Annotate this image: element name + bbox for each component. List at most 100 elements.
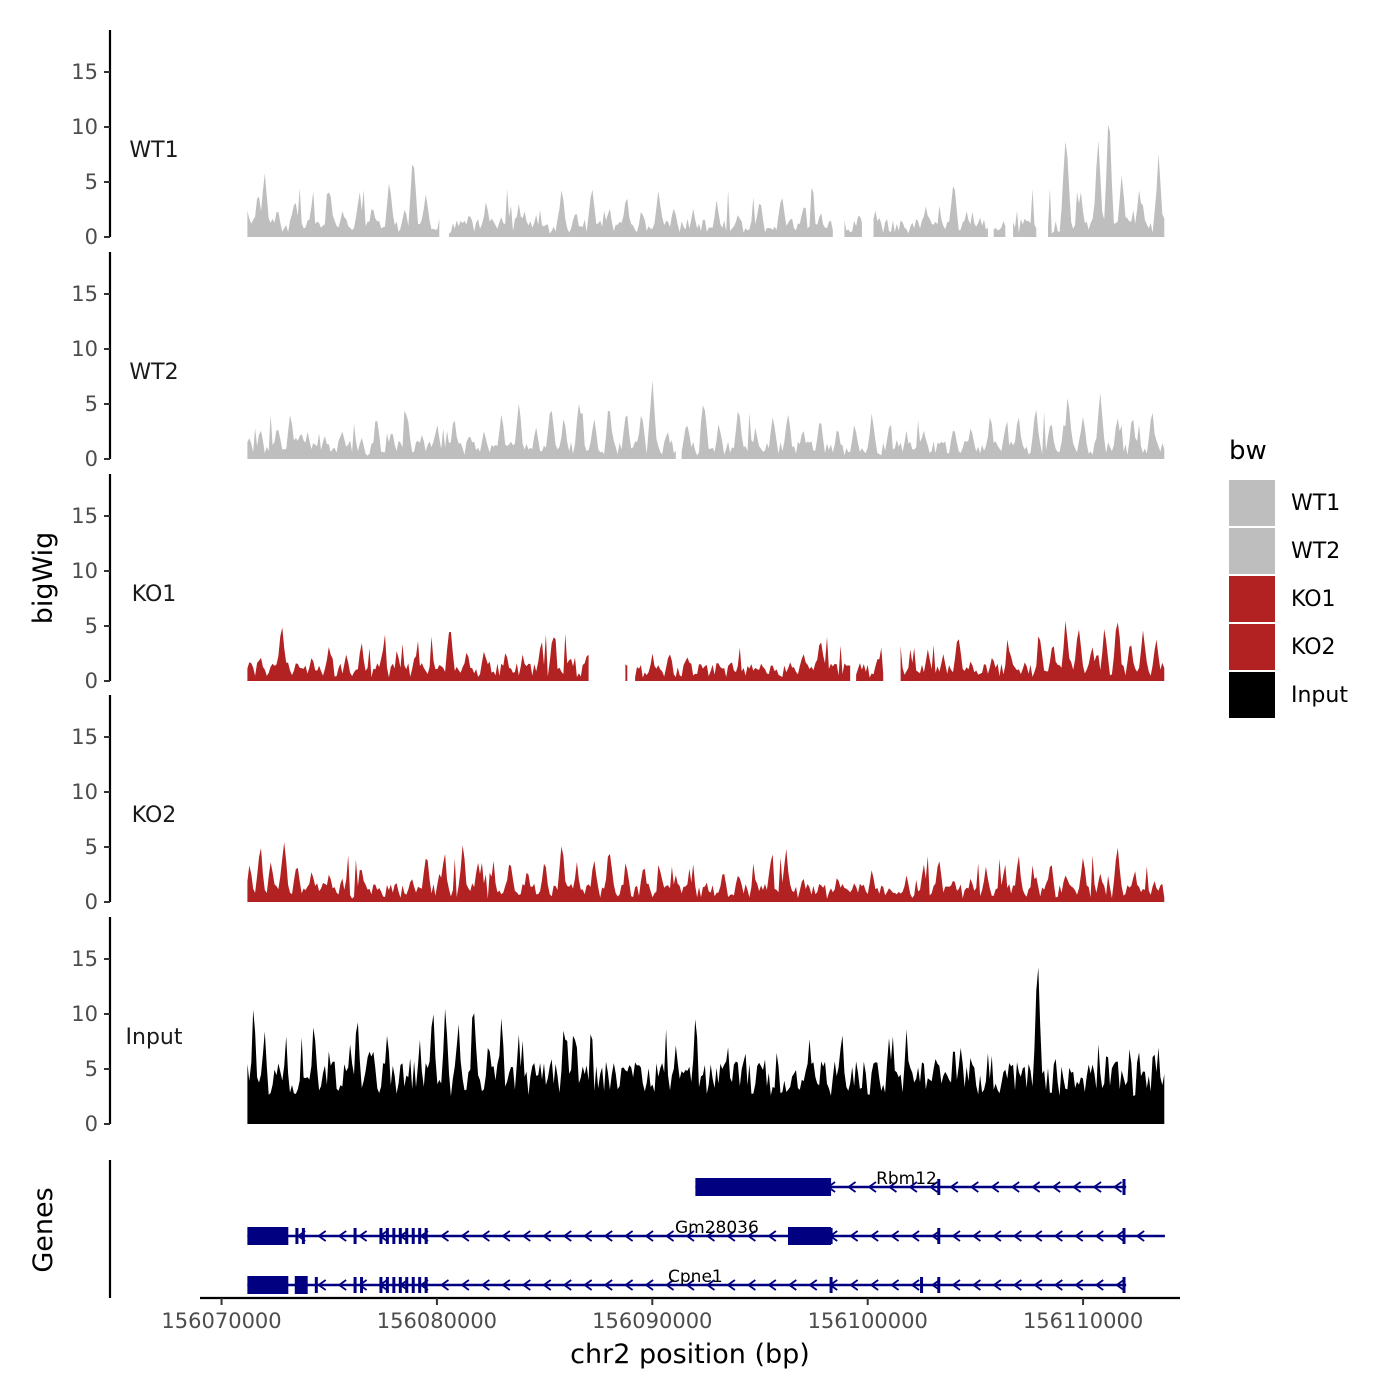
strand-arrow [890,1230,900,1242]
y-tick-label: 0 [85,225,98,249]
track-wt1: 0 5 10 15 WT1 [71,30,1165,249]
signal-area [247,842,1165,902]
strand-arrow [928,1181,938,1193]
track-label: WT1 [129,138,178,163]
strand-arrow [1031,1181,1041,1193]
strand-arrow [501,1279,511,1291]
y-axis-title: bigWig [28,532,59,625]
x-tick-label: 156110000 [1023,1309,1143,1333]
gene-exon-marker [353,1277,357,1293]
y-tick-label: 10 [71,559,98,583]
strand-arrow [890,1279,900,1291]
strand-arrow [1092,1181,1102,1193]
y-tick-label: 15 [71,60,98,84]
strand-arrow [705,1279,715,1291]
strand-arrow [1074,1279,1084,1291]
signal-area [1048,124,1165,237]
gene-exon-marker [829,1228,833,1244]
strand-arrow [358,1230,368,1242]
legend-swatch-input [1229,672,1275,718]
strand-arrow [869,1230,879,1242]
strand-arrow [767,1279,777,1291]
y-tick-label: 0 [85,890,98,914]
signal-area [625,664,628,681]
gene-exon-marker [314,1277,318,1293]
strand-arrow [1012,1230,1022,1242]
strand-arrow [1115,1279,1125,1291]
strand-arrow [992,1279,1002,1291]
gene-exon-marker [405,1228,409,1244]
strand-arrow [439,1230,449,1242]
gene-cpne1: Cpne1 [247,1267,1127,1294]
x-axis: 156070000 156080000 156090000 156100000 1561… [161,1296,1180,1333]
strand-arrow [767,1230,777,1242]
strand-arrow [624,1230,634,1242]
gene-exon-marker [418,1228,422,1244]
strand-arrow [949,1181,959,1193]
signal-area-ko2 [247,842,1165,902]
gene-exon-marker [379,1228,383,1244]
signal-area [247,627,589,681]
strand-arrow [664,1279,675,1291]
strand-arrow [1115,1230,1125,1242]
signal-area [247,967,1165,1124]
strand-arrow [869,1279,879,1291]
strand-arrow [1051,1181,1061,1193]
gene-label: Gm28036 [675,1218,759,1238]
strand-arrow [685,1230,695,1242]
gene-exon-marker [392,1228,396,1244]
track-input: 0 5 10 15 Input [71,917,1165,1136]
legend-label-ko1: KO1 [1291,587,1336,612]
signal-area [900,620,1165,681]
signal-area-ko1 [247,620,1165,681]
strand-arrow [562,1279,572,1291]
strand-arrow [808,1279,818,1291]
strand-arrow [1094,1230,1104,1242]
track-ko2: 0 5 10 15 KO2 [71,695,1165,914]
track-label: KO2 [132,803,177,828]
gene-exon-marker [418,1277,422,1293]
strand-arrow [521,1279,531,1291]
strand-arrow [1072,1181,1082,1193]
strand-arrow [746,1230,756,1242]
y-tick-label: 0 [85,669,98,693]
gene-exon-marker [385,1228,389,1244]
strand-arrow [542,1279,552,1291]
gene-track: Rbm12 Gm28036 Cpne1 [108,1160,1165,1298]
strand-arrow [358,1279,368,1291]
strand-arrow [1053,1279,1063,1291]
strand-arrow [337,1230,347,1242]
y-tick-label: 5 [85,614,98,638]
strand-arrow [849,1279,859,1291]
signal-area [844,216,862,237]
x-tick-label: 156090000 [592,1309,712,1333]
strand-arrow [1112,1181,1123,1193]
legend-label-ko2: KO2 [1291,635,1336,660]
signal-area-wt2 [247,380,1165,459]
gene-label: Rbm12 [876,1169,937,1189]
track-label: KO1 [132,582,177,607]
legend-label-input: Input [1291,683,1348,708]
y-tick-label: 5 [85,835,98,859]
track-label: WT2 [129,360,178,385]
signal-area [449,188,833,237]
strand-arrow [521,1230,531,1242]
gene-exon-marker [360,1277,364,1293]
legend-swatch-ko2 [1229,624,1275,670]
track-wt2: 0 5 10 15 WT2 [71,252,1165,471]
signal-area [993,221,1006,237]
signal-area [1013,188,1037,237]
strand-arrow [542,1230,552,1242]
legend-swatch-wt1 [1229,480,1275,526]
strand-arrow [460,1230,470,1242]
gene-exon-block [695,1178,832,1196]
strand-arrow [337,1279,347,1291]
gene-exon-marker [1122,1179,1126,1195]
legend-swatch-ko1 [1229,576,1275,622]
y-tick-label: 5 [85,392,98,416]
strand-arrow [1033,1279,1043,1291]
strand-arrow [908,1181,918,1193]
strand-arrow [583,1279,593,1291]
y-tick-label: 10 [71,115,98,139]
strand-arrow [787,1279,797,1291]
